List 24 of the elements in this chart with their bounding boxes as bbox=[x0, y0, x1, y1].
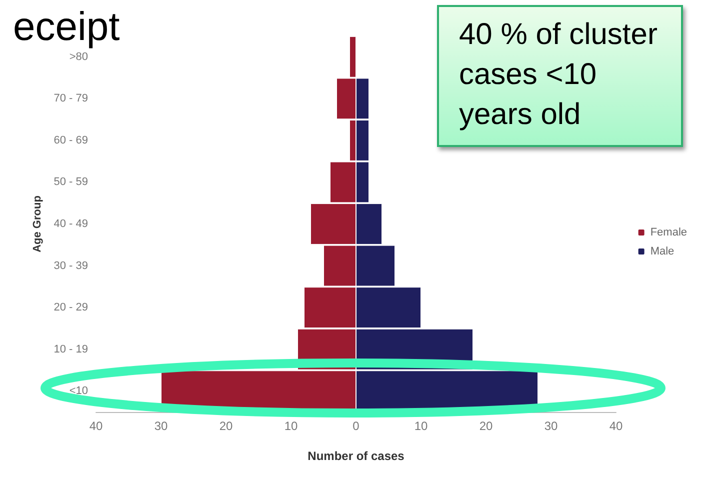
legend-label: Male bbox=[650, 246, 674, 258]
y-axis-title: Age Group bbox=[31, 195, 44, 252]
y-tick-label: 10 - 19 bbox=[54, 343, 88, 356]
chart-title: eceipt bbox=[13, 5, 120, 49]
y-tick-label: 50 - 59 bbox=[54, 176, 88, 188]
y-tick-label: 40 - 49 bbox=[54, 218, 88, 230]
y-tick-label: 70 - 79 bbox=[54, 92, 88, 105]
x-tick-label: 30 bbox=[544, 419, 558, 433]
x-tick-label: 10 bbox=[284, 419, 298, 433]
x-tick-label: 20 bbox=[479, 419, 493, 433]
x-tick-label: 10 bbox=[414, 419, 428, 433]
y-tick-label: 20 - 29 bbox=[54, 302, 88, 314]
x-tick-label: 0 bbox=[352, 419, 360, 433]
x-tick-label: 40 bbox=[609, 419, 623, 433]
annotation: 40 % of cluster cases <10 years old bbox=[437, 5, 683, 147]
legend-label: Female bbox=[650, 226, 688, 238]
x-tick-label: 30 bbox=[154, 419, 168, 433]
y-tick-label: <10 bbox=[69, 385, 88, 398]
y-tick-label: 60 - 69 bbox=[54, 134, 88, 146]
x-axis-title: Number of cases bbox=[308, 449, 405, 463]
y-tick-label: >80 bbox=[69, 50, 88, 63]
x-tick-label: 20 bbox=[219, 419, 233, 433]
y-tick-label: 30 - 39 bbox=[54, 260, 88, 272]
x-tick-label: 40 bbox=[89, 419, 103, 433]
